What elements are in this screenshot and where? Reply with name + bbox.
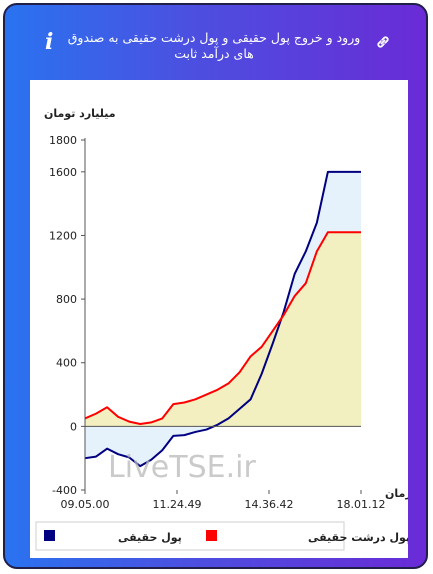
y-tick-label: 1200: [49, 229, 77, 242]
y-tick-label: 800: [56, 293, 77, 306]
legend-box: [35, 521, 345, 551]
series-line-real-money[interactable]: [84, 170, 361, 468]
x-tick-label: 18.01.12: [337, 498, 386, 511]
widget-title: ورود و خروج پول حقیقی و پول درشت حقیقی ب…: [67, 30, 361, 61]
x-tick-label: 09.05.00: [61, 498, 110, 511]
legend-swatch-big-real-money: [206, 530, 217, 541]
legend: پول حقیقی پول درشت حقیقی: [35, 521, 410, 551]
y-tick-label: 0: [70, 420, 77, 433]
y-tick-label: -400: [52, 484, 77, 497]
x-axis-label: زمان: [385, 487, 408, 500]
watermark: LiveTSE.ir: [108, 450, 256, 485]
widget-card: i ورود و خروج پول حقیقی و پول درشت حقیقی…: [3, 3, 428, 569]
legend-label-big-real-money[interactable]: پول درشت حقیقی: [308, 531, 410, 544]
legend-swatch-real-money: [44, 530, 55, 541]
y-axis-label: میلیارد تومان: [44, 107, 116, 120]
y-tick-label: 1600: [49, 166, 77, 179]
chart: -400 0 400 800 1200 1600 1800 09.05.00 11.24.49…: [35, 107, 412, 551]
y-tick-label: 400: [56, 357, 77, 370]
x-tick-label: 11.24.49: [153, 498, 202, 511]
x-tick-label: 14.36.42: [245, 498, 294, 511]
y-tick-label: 1800: [49, 134, 77, 147]
link-icon[interactable]: [374, 33, 392, 51]
widget-header: i ورود و خروج پول حقیقی و پول درشت حقیقی…: [5, 5, 426, 77]
area-big-real-money: [85, 232, 361, 427]
series-line-big-real-money[interactable]: [84, 231, 361, 425]
info-icon[interactable]: i: [45, 29, 54, 55]
legend-label-real-money[interactable]: پول حقیقی: [118, 531, 182, 544]
chart-panel: -400 0 400 800 1200 1600 1800 09.05.00 11.24.49…: [30, 80, 412, 558]
